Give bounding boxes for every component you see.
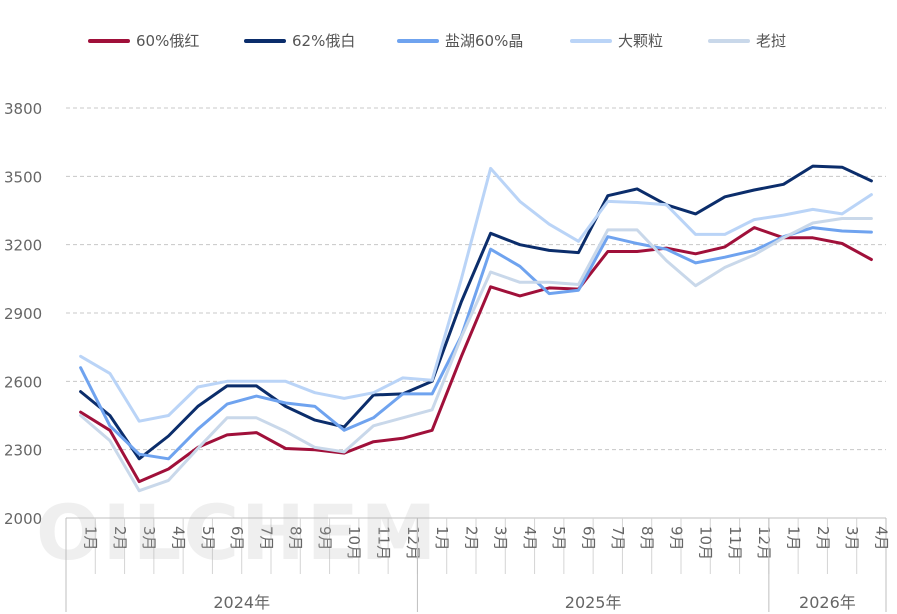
x-tick-label: 6月 [228,526,246,551]
x-axis: 1月 2月 3月 4月 5月 6月 7月 8月 9月 10月 11月 12月 1月 2月 3月 4月 5月 6月 7… [65,517,890,612]
legend-label-1: 62%俄白 [292,32,356,50]
legend-swatch-3 [570,38,612,43]
x-tick-label: 2月 [814,526,832,551]
x-tick-label: 12月 [404,526,422,560]
x-tick-label: 7月 [609,526,627,551]
series-line-3 [79,166,873,423]
series-line-0 [79,226,873,484]
x-tick-label: 10月 [345,526,363,560]
x-tick-label: 4月 [170,526,188,551]
series-line-2 [79,226,873,461]
x-tick-label: 3月 [492,526,510,551]
x-tick-label: 4月 [521,526,539,551]
x-tick-label: 9月 [667,526,685,551]
legend-item-2: 盐湖60%晶 [397,30,523,51]
year-label-0: 2024年 [213,593,270,612]
year-label-2: 2026年 [799,593,856,612]
legend: 60%俄红 62%俄白 盐湖60%晶 大颗粒 老挝 [0,30,897,54]
legend-item-3: 大颗粒 [570,30,663,51]
x-tick-label: 5月 [550,526,568,551]
x-tick-label: 1月 [433,526,451,551]
year-label-1: 2025年 [565,593,622,612]
legend-label-4: 老挝 [756,32,787,50]
legend-swatch-4 [708,38,750,43]
legend-label-3: 大颗粒 [618,32,664,50]
x-tick-label: 3月 [140,526,158,551]
x-tick-label: 1月 [82,526,100,551]
legend-item-1: 62%俄白 [244,30,355,51]
legend-item-4: 老挝 [708,30,786,51]
x-tick-label: 2月 [111,526,129,551]
x-tick-label: 11月 [726,526,744,560]
y-tick-label: 2000 [4,510,42,528]
x-tick-label: 11月 [375,526,393,560]
x-tick-label: 8月 [638,526,656,551]
y-tick-label: 3200 [4,237,42,255]
x-tick-label: 12月 [755,526,773,560]
y-axis-labels: 2000 2300 2600 2900 3200 3500 3800 [4,100,42,528]
gridlines [66,107,886,451]
y-tick-label: 3800 [4,100,42,118]
legend-item-0: 60%俄红 [88,30,199,51]
x-tick-label: 2月 [462,526,480,551]
x-tick-label: 5月 [199,526,217,551]
x-tick-label: 10月 [697,526,715,560]
x-tick-label: 8月 [287,526,305,551]
y-tick-label: 2300 [4,442,42,460]
y-tick-label: 3500 [4,168,42,186]
y-tick-label: 2900 [4,305,42,323]
x-tick-label: 4月 [872,526,890,551]
x-tick-label: 3月 [843,526,861,551]
legend-swatch-0 [88,38,130,43]
x-tick-label: 7月 [257,526,275,551]
legend-swatch-1 [244,38,286,43]
x-tick-label: 6月 [580,526,598,551]
x-tick-label: 1月 [785,526,803,551]
series-line-1 [79,164,873,461]
legend-label-2: 盐湖60%晶 [445,32,524,50]
y-tick-label: 2600 [4,373,42,391]
legend-label-0: 60%俄红 [136,32,200,50]
legend-swatch-2 [397,38,439,43]
series-line-4 [79,217,873,493]
series-lines [79,164,873,493]
x-tick-label: 9月 [316,526,334,551]
